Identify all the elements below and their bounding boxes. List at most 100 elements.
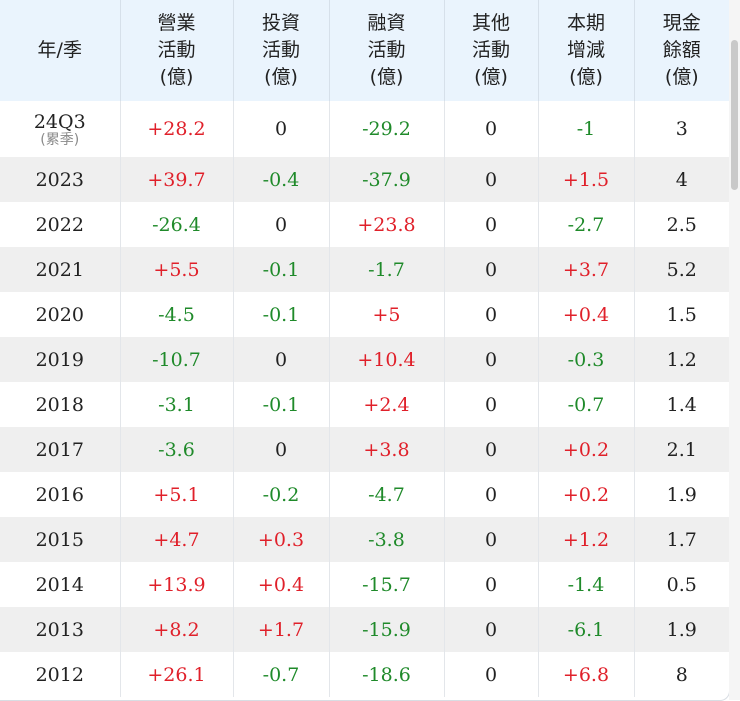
cell-investing: 0 <box>233 337 330 382</box>
cell-other: 0 <box>444 562 539 607</box>
cell-investing: +0.3 <box>233 517 330 562</box>
table-row: 2022 -26.4 0 +23.8 0 -2.7 2.5 <box>0 202 729 247</box>
cell-financing: -15.9 <box>329 607 445 652</box>
cell-financing: +5 <box>329 292 445 337</box>
cell-operating: +13.9 <box>120 562 234 607</box>
cell-financing: -15.7 <box>329 562 445 607</box>
cell-operating: +5.5 <box>120 247 234 292</box>
cell-other: 0 <box>444 101 539 157</box>
cell-financing: -37.9 <box>329 157 445 202</box>
cell-year-season: 2013 <box>0 607 121 652</box>
header-line: 活動 <box>261 39 300 61</box>
header-line: 增減 <box>566 39 605 61</box>
cell-other: 0 <box>444 472 539 517</box>
table-row: 2012 +26.1 -0.7 -18.6 0 +6.8 8 <box>0 652 729 697</box>
cell-investing: -0.2 <box>233 472 330 517</box>
header-other: 其他活動 (億) <box>444 0 539 101</box>
header-line: (億) <box>474 66 508 88</box>
cell-operating: -10.7 <box>120 337 234 382</box>
header-row: 年/季 營業 活動 (億) 投資 活動 (億) 融資 活動 (億) 其他 活動 (億) 本期 增減 (億) 現金… <box>0 0 729 101</box>
table-row: 2013 +8.2 +1.7 -15.9 0 -6.1 1.9 <box>0 607 729 652</box>
year-label: 24Q3 <box>33 111 86 133</box>
cell-net-change: -1 <box>538 101 635 157</box>
cell-net-change: -2.7 <box>538 202 635 247</box>
cell-other: 0 <box>444 517 539 562</box>
header-line: (億) <box>569 66 603 88</box>
cell-financing: +2.4 <box>329 382 445 427</box>
table-row: 2017 -3.6 0 +3.8 0 +0.2 2.1 <box>0 427 729 472</box>
cell-other: 0 <box>444 202 539 247</box>
cell-year-season: 2014 <box>0 562 121 607</box>
cell-net-change: -0.7 <box>538 382 635 427</box>
cell-net-change: +0.4 <box>538 292 635 337</box>
table-row: 2015 +4.7 +0.3 -3.8 0 +1.2 1.7 <box>0 517 729 562</box>
cell-operating: +26.1 <box>120 652 234 697</box>
year-label: 2017 <box>35 438 84 461</box>
cell-year-season: 2015 <box>0 517 121 562</box>
year-label: 2022 <box>35 213 84 236</box>
cell-operating: -3.6 <box>120 427 234 472</box>
header-operating: 營業 活動 (億) <box>120 0 234 101</box>
cell-other: 0 <box>444 247 539 292</box>
table-row: 2020 -4.5 -0.1 +5 0 +0.4 1.5 <box>0 292 729 337</box>
cell-year-season: 2023 <box>0 157 121 202</box>
cell-year-season: 2017 <box>0 427 121 472</box>
table-header: 年/季 營業 活動 (億) 投資 活動 (億) 融資 活動 (億) 其他 活動 (億) 本期 增減 (億) 現金… <box>0 0 729 101</box>
header-line: 融資 <box>367 12 406 34</box>
table-row: 2019 -10.7 0 +10.4 0 -0.3 1.2 <box>0 337 729 382</box>
header-line: 年/季 <box>37 39 82 61</box>
cell-operating: +5.1 <box>120 472 234 517</box>
table-row: 2021 +5.5 -0.1 -1.7 0 +3.7 5.2 <box>0 247 729 292</box>
cell-year-season: 2022 <box>0 202 121 247</box>
cell-net-change: -1.4 <box>538 562 635 607</box>
cell-net-change: +1.5 <box>538 157 635 202</box>
header-line: 活動 <box>471 39 510 61</box>
cell-year-season: 2016 <box>0 472 121 517</box>
year-label: 2019 <box>35 348 84 371</box>
cell-operating: +4.7 <box>120 517 234 562</box>
header-line: 活動 <box>157 39 196 61</box>
header-investing: 投資活動 (億) <box>233 0 330 101</box>
year-label: 2021 <box>35 258 84 281</box>
header-line: (億) <box>369 66 404 88</box>
header-net-change: 本期增減 (億) <box>538 0 635 101</box>
cell-cash-balance: 4 <box>634 157 729 202</box>
cell-cash-balance: 1.4 <box>666 393 697 416</box>
cell-investing: -0.1 <box>233 382 330 427</box>
cell-year-season: 2018 <box>0 382 121 427</box>
year-label: 2015 <box>35 528 84 551</box>
cell-financing: +10.4 <box>329 337 445 382</box>
cell-cash-balance: 1.5 <box>666 303 697 326</box>
cell-year-season: 2020 <box>0 292 121 337</box>
header-year-season: 年/季 <box>0 0 121 101</box>
cell-cash-balance: 8 <box>675 663 688 686</box>
cell-financing: -3.8 <box>329 517 445 562</box>
cell-operating: +39.7 <box>120 157 234 202</box>
cell-other: 0 <box>444 337 539 382</box>
cell-net-change: +6.8 <box>538 652 635 697</box>
cell-net-change: -6.1 <box>538 607 635 652</box>
scrollbar-thumb[interactable] <box>731 40 738 190</box>
header-line: 本期 <box>566 12 605 34</box>
year-label: 2020 <box>35 303 84 326</box>
table-row: 2016 +5.1 -0.2 -4.7 0 +0.2 1.9 <box>0 472 729 517</box>
header-line: (億) <box>664 66 699 88</box>
cell-other: 0 <box>444 427 539 472</box>
year-label: 2023 <box>35 168 84 191</box>
header-line: (億) <box>159 66 194 88</box>
cell-year-season: 2012 <box>0 652 121 697</box>
cell-year-season: 2021 <box>0 247 121 292</box>
cell-other: 0 <box>444 292 539 337</box>
cell-investing: -0.1 <box>233 292 330 337</box>
header-line: 其他 <box>471 12 510 34</box>
header-line: (億) <box>264 66 298 88</box>
cell-operating: -3.1 <box>120 382 234 427</box>
header-line: 投資 <box>261 12 300 34</box>
vertical-scrollbar[interactable] <box>729 0 740 700</box>
cell-net-change: +3.7 <box>538 247 635 292</box>
year-label: 2018 <box>35 393 84 416</box>
cell-net-change: +0.2 <box>538 427 635 472</box>
cell-cash-balance: 1.2 <box>634 337 729 382</box>
header-line: 餘額 <box>662 39 701 61</box>
